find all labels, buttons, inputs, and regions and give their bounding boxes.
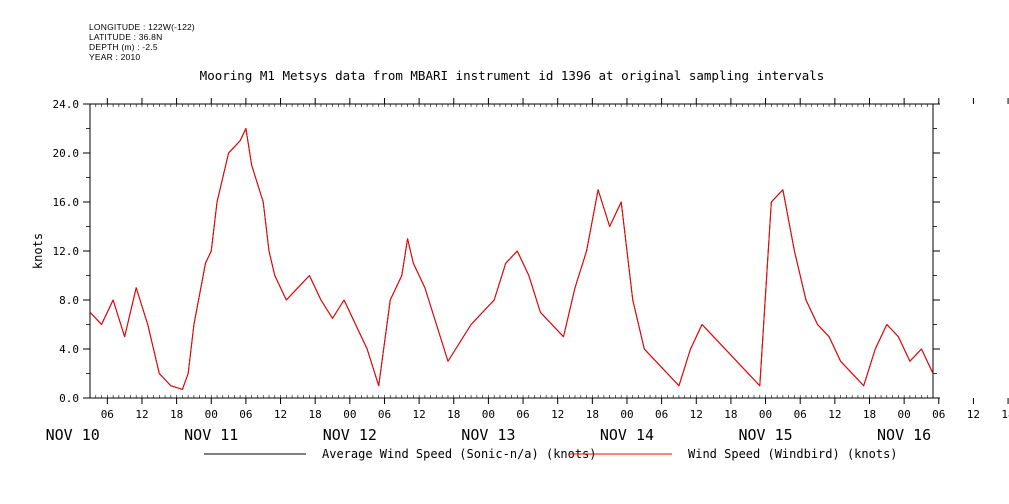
y-tick-label: 20.0 bbox=[53, 147, 80, 160]
x-tick-label: 12 bbox=[828, 408, 841, 421]
x-tick-label: 12 bbox=[274, 408, 287, 421]
x-tick-label: 18 bbox=[724, 408, 737, 421]
x-tick-label: 06 bbox=[101, 408, 114, 421]
y-axis-label: knots bbox=[31, 233, 45, 269]
year-label: YEAR : 2010 bbox=[89, 52, 141, 62]
station-metadata: LONGITUDE : 122W(-122) LATITUDE : 36.8N … bbox=[89, 22, 195, 62]
longitude-label: LONGITUDE : 122W(-122) bbox=[89, 22, 195, 32]
legend-label-average-wind-speed: Average Wind Speed (Sonic-n/a) (knots) bbox=[322, 447, 597, 461]
depth-label: DEPTH (m) : -2.5 bbox=[89, 42, 158, 52]
x-tick-label: 18 bbox=[309, 408, 322, 421]
legend-label-windbird-speed: Wind Speed (Windbird) (knots) bbox=[688, 447, 898, 461]
x-tick-label: 18 bbox=[447, 408, 460, 421]
x-tick-label: 00 bbox=[205, 408, 218, 421]
y-tick-label: 24.0 bbox=[53, 98, 80, 111]
x-tick-label: 12 bbox=[412, 408, 425, 421]
chart-title: Mooring M1 Metsys data from MBARI instru… bbox=[200, 68, 825, 83]
x-tick-label: 06 bbox=[239, 408, 252, 421]
x-tick-label: 06 bbox=[378, 408, 391, 421]
plot-frame bbox=[89, 103, 934, 399]
latitude-label: LATITUDE : 36.8N bbox=[89, 32, 163, 42]
x-tick-label: 18 bbox=[586, 408, 599, 421]
y-tick-label: 12.0 bbox=[53, 245, 80, 258]
series-line-average-wind-speed bbox=[89, 128, 934, 390]
x-tick-label: 06 bbox=[655, 408, 668, 421]
x-tick-label: 00 bbox=[482, 408, 495, 421]
legend: Average Wind Speed (Sonic-n/a) (knots) W… bbox=[204, 447, 898, 461]
x-tick-label: 12 bbox=[135, 408, 148, 421]
y-tick-label: 8.0 bbox=[59, 294, 79, 307]
plot-axes: 06 12 18 00 06 12 18 00 06 12 18 00 06 12 18 00 06 12 18 00… bbox=[46, 98, 1009, 444]
y-tick-label: 16.0 bbox=[53, 196, 80, 209]
x-tick-label: 00 bbox=[759, 408, 772, 421]
x-tick-label: 06 bbox=[932, 408, 945, 421]
x-day-label: NOV 16 bbox=[877, 426, 931, 444]
series-line-windbird-speed bbox=[89, 128, 934, 390]
x-day-label: NOV 12 bbox=[323, 426, 377, 444]
x-day-label: NOV 11 bbox=[184, 426, 238, 444]
x-tick-label: 06 bbox=[516, 408, 529, 421]
x-tick-label: 12 bbox=[690, 408, 703, 421]
x-tick-label: 00 bbox=[620, 408, 633, 421]
x-tick-label: 12 bbox=[967, 408, 980, 421]
x-day-label: NOV 13 bbox=[461, 426, 515, 444]
x-day-label: NOV 10 bbox=[46, 426, 100, 444]
x-tick-label: 18 bbox=[1001, 408, 1009, 421]
x-tick-label: 18 bbox=[170, 408, 183, 421]
x-tick-label: 06 bbox=[794, 408, 807, 421]
y-tick-label: 0.0 bbox=[59, 392, 79, 405]
x-tick-label: 00 bbox=[898, 408, 911, 421]
x-day-label: NOV 15 bbox=[738, 426, 792, 444]
x-tick-label: 18 bbox=[863, 408, 876, 421]
x-tick-label: 00 bbox=[343, 408, 356, 421]
x-tick-label: 12 bbox=[551, 408, 564, 421]
series-layer bbox=[89, 128, 934, 390]
x-day-label: NOV 14 bbox=[600, 426, 654, 444]
y-tick-label: 4.0 bbox=[59, 343, 79, 356]
